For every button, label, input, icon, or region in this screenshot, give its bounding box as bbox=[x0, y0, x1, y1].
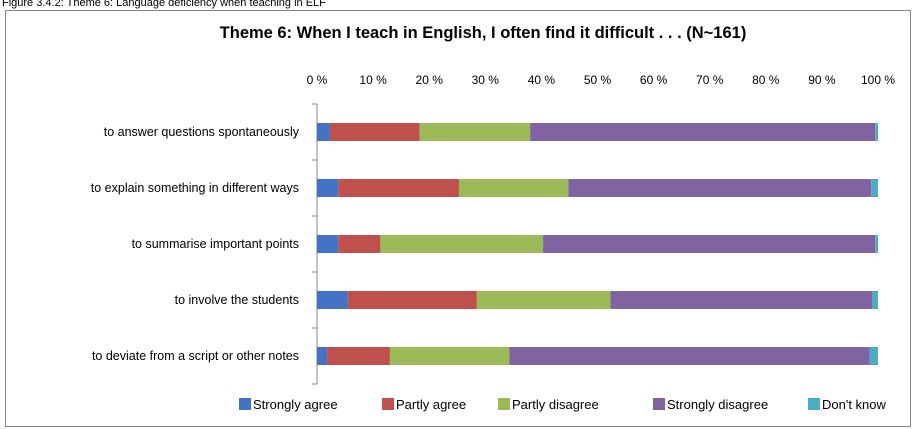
bar-segment bbox=[327, 347, 390, 365]
bar-segment bbox=[458, 179, 569, 197]
category-label: to summarise important points bbox=[132, 237, 299, 251]
figure-caption: Figure 3.4.2: Theme 6: Language deficien… bbox=[2, 0, 326, 9]
category-label: to explain something in different ways bbox=[91, 181, 299, 195]
legend: Strongly agree Partly agree Partly disagre… bbox=[239, 397, 887, 412]
bar-segment bbox=[338, 179, 459, 197]
bar-segment bbox=[347, 291, 477, 309]
legend-swatch bbox=[808, 398, 820, 410]
legend-label: Strongly agree bbox=[253, 397, 338, 412]
category-label: to involve the students bbox=[175, 293, 299, 307]
x-tick-label: 80 % bbox=[752, 73, 780, 87]
bar-segment bbox=[530, 123, 876, 141]
legend-label: Partly disagree bbox=[512, 397, 599, 412]
bar-segment bbox=[338, 235, 381, 253]
bar-segment bbox=[875, 235, 878, 253]
category-label: to deviate from a script or other notes bbox=[92, 349, 299, 363]
x-tick-label: 10 % bbox=[359, 73, 387, 87]
chart-title: Theme 6: When I teach in English, I ofte… bbox=[220, 24, 747, 42]
x-tick-label: 50 % bbox=[584, 73, 612, 87]
x-tick-label: 40 % bbox=[528, 73, 556, 87]
x-tick-label: 30 % bbox=[472, 73, 500, 87]
bar-segment bbox=[380, 235, 544, 253]
bar-segment bbox=[476, 291, 611, 309]
bar-segment bbox=[875, 123, 878, 141]
bar-segment bbox=[419, 123, 531, 141]
x-tick-label: 60 % bbox=[640, 73, 668, 87]
axis-layer: 0 % 10 % 20 % 30 % 40 % 50 % 60 % 70 % 80 % 90 % 1… bbox=[91, 73, 895, 385]
legend-label: Don't know bbox=[822, 397, 887, 412]
legend-label: Partly agree bbox=[396, 397, 466, 412]
bar-segment bbox=[389, 347, 510, 365]
bar-segment bbox=[329, 123, 420, 141]
bar-segment bbox=[317, 291, 348, 309]
bar-segment bbox=[871, 179, 878, 197]
legend-label: Strongly disagree bbox=[667, 397, 768, 412]
bar-segment bbox=[872, 291, 878, 309]
bar-segment bbox=[610, 291, 873, 309]
bar-segment bbox=[568, 179, 872, 197]
legend-swatch bbox=[239, 398, 251, 410]
legend-swatch bbox=[498, 398, 510, 410]
bar-segment bbox=[509, 347, 870, 365]
bar-segment bbox=[543, 235, 876, 253]
category-label: to answer questions spontaneously bbox=[104, 125, 300, 139]
x-tick-label: 20 % bbox=[416, 73, 444, 87]
bar-segment bbox=[317, 123, 330, 141]
x-tick-label: 70 % bbox=[696, 73, 724, 87]
legend-swatch bbox=[382, 398, 394, 410]
x-tick-label: 90 % bbox=[808, 73, 836, 87]
x-tick-label: 100 % bbox=[861, 73, 895, 87]
legend-swatch bbox=[653, 398, 665, 410]
x-tick-label: 0 % bbox=[307, 73, 328, 87]
bar-segment bbox=[317, 179, 339, 197]
bar-segment bbox=[317, 347, 328, 365]
bars-layer bbox=[317, 123, 878, 365]
bar-segment bbox=[869, 347, 878, 365]
bar-segment bbox=[317, 235, 339, 253]
